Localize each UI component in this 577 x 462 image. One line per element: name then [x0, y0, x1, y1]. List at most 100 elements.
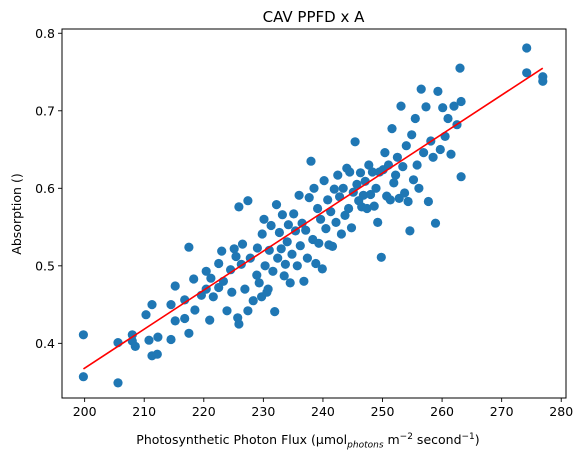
- data-point: [252, 270, 262, 280]
- data-point: [391, 170, 401, 180]
- data-point: [446, 149, 456, 159]
- x-tick-label: 250: [371, 404, 395, 419]
- data-point: [355, 168, 366, 178]
- data-point: [285, 278, 295, 288]
- data-point: [345, 167, 355, 177]
- data-point: [206, 273, 216, 283]
- data-point: [301, 225, 311, 235]
- data-point: [153, 332, 163, 342]
- data-point: [170, 316, 180, 326]
- data-point: [440, 131, 450, 141]
- fit-line: [83, 67, 544, 370]
- data-point: [358, 190, 368, 200]
- data-point: [152, 349, 162, 359]
- data-points: [78, 43, 548, 388]
- data-point: [323, 195, 333, 205]
- data-point: [78, 372, 88, 382]
- data-point: [396, 101, 406, 111]
- data-point: [340, 210, 350, 220]
- y-tick-label: 0.7: [35, 103, 55, 118]
- data-point: [130, 341, 140, 351]
- data-point: [243, 306, 253, 316]
- data-point: [294, 190, 304, 200]
- data-point: [316, 214, 326, 224]
- y-axis-ticks: 0.4 0.5 0.6 0.7 0.8: [35, 26, 62, 351]
- data-point: [189, 274, 199, 284]
- fit-line-layer: [83, 67, 544, 370]
- data-point: [443, 113, 453, 124]
- data-point: [201, 266, 211, 276]
- data-point: [373, 217, 383, 227]
- y-axis-label: Absorption (): [9, 173, 24, 254]
- data-point: [283, 220, 293, 230]
- data-point: [127, 330, 137, 340]
- x-axis-ticks: 200 210 220 230 240 250 260 270 280: [73, 398, 573, 419]
- data-point: [455, 63, 465, 73]
- data-point: [205, 315, 215, 325]
- data-point: [217, 246, 227, 256]
- data-point: [141, 310, 151, 320]
- chart-title: CAV PPFD x A: [263, 8, 365, 26]
- x-tick-label: 240: [311, 404, 335, 419]
- data-point: [279, 271, 289, 281]
- x-tick-label: 220: [192, 404, 216, 419]
- y-tick-label: 0.6: [35, 181, 55, 196]
- data-point: [392, 152, 402, 162]
- data-point: [408, 175, 419, 185]
- data-point: [295, 241, 305, 251]
- data-point: [184, 328, 194, 338]
- data-point: [234, 202, 244, 212]
- data-point: [184, 242, 194, 252]
- data-point: [346, 223, 357, 233]
- data-point: [405, 226, 415, 236]
- y-tick-label: 0.8: [35, 26, 55, 41]
- data-point: [389, 178, 399, 188]
- data-point: [319, 176, 329, 186]
- data-point: [387, 124, 397, 134]
- data-point: [380, 148, 390, 158]
- x-tick-label: 210: [132, 404, 156, 419]
- data-point: [78, 330, 88, 340]
- data-point: [435, 144, 445, 155]
- data-point: [338, 183, 348, 193]
- data-point: [412, 160, 422, 170]
- data-point: [243, 196, 253, 206]
- data-point: [317, 264, 327, 274]
- data-point: [456, 172, 466, 182]
- data-point: [428, 152, 438, 162]
- data-point: [350, 137, 360, 147]
- data-point: [302, 253, 312, 263]
- data-point: [456, 96, 466, 107]
- data-point: [248, 296, 258, 306]
- x-axis-label: Photosynthetic Photon Flux (µmolphotons …: [136, 432, 479, 451]
- data-point: [423, 196, 433, 207]
- data-point: [522, 68, 532, 78]
- x-tick-label: 270: [490, 404, 514, 419]
- data-point: [430, 218, 441, 228]
- data-point: [237, 239, 248, 249]
- y-tick-label: 0.5: [35, 258, 55, 273]
- data-point: [333, 170, 343, 180]
- x-tick-label: 280: [549, 404, 573, 419]
- data-point: [180, 313, 190, 324]
- data-point: [252, 243, 262, 253]
- data-point: [277, 210, 287, 220]
- x-tick-label: 260: [430, 404, 454, 419]
- data-point: [438, 103, 448, 113]
- data-point: [352, 179, 362, 189]
- data-point: [309, 183, 319, 193]
- data-point: [299, 276, 309, 286]
- data-point: [403, 196, 413, 207]
- data-point: [240, 284, 250, 294]
- data-point: [297, 218, 307, 228]
- data-point: [306, 156, 316, 166]
- data-point: [222, 306, 232, 316]
- data-point: [208, 292, 218, 302]
- data-point: [257, 229, 267, 239]
- data-point: [449, 101, 459, 111]
- data-point: [254, 278, 264, 288]
- data-point: [289, 209, 299, 219]
- data-point: [414, 183, 424, 193]
- data-point: [292, 261, 302, 271]
